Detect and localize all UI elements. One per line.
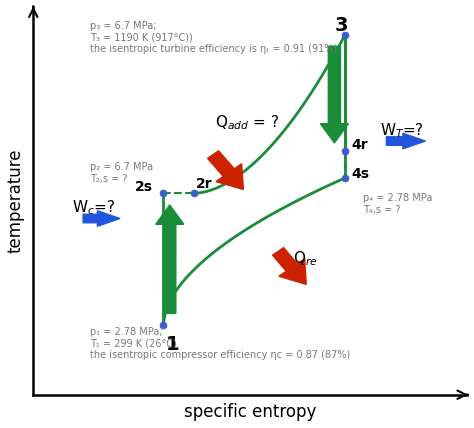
Y-axis label: temperature: temperature bbox=[7, 149, 25, 253]
Text: 2s: 2s bbox=[135, 180, 153, 194]
FancyArrow shape bbox=[155, 205, 184, 313]
Text: 2r: 2r bbox=[196, 176, 212, 190]
Text: p₃ = 6.7 MPa;
T₃ = 1190 K (917°C))
the isentropic turbine efficiency is ηₜ = 0.9: p₃ = 6.7 MPa; T₃ = 1190 K (917°C)) the i… bbox=[90, 21, 337, 54]
Text: p₄ = 2.78 MPa
T₄,s = ?: p₄ = 2.78 MPa T₄,s = ? bbox=[363, 193, 432, 215]
X-axis label: specific entropy: specific entropy bbox=[184, 403, 316, 421]
FancyArrow shape bbox=[83, 211, 120, 226]
Text: W$_c$=?: W$_c$=? bbox=[72, 199, 116, 217]
Text: W$_T$=?: W$_T$=? bbox=[380, 121, 424, 140]
FancyArrow shape bbox=[320, 46, 348, 143]
Text: 3: 3 bbox=[334, 16, 348, 35]
Text: 1: 1 bbox=[165, 335, 179, 354]
Text: p₂ = 6.7 MPa
T₂,s = ?: p₂ = 6.7 MPa T₂,s = ? bbox=[90, 162, 153, 184]
FancyArrow shape bbox=[273, 248, 306, 284]
Text: 4s: 4s bbox=[352, 167, 370, 181]
Text: Q$_{re}$: Q$_{re}$ bbox=[293, 249, 318, 268]
Text: 4r: 4r bbox=[352, 138, 368, 152]
FancyArrow shape bbox=[386, 133, 425, 149]
Text: Q$_{add}$ = ?: Q$_{add}$ = ? bbox=[215, 113, 279, 132]
FancyArrow shape bbox=[208, 151, 244, 190]
Text: p₁ = 2.78 MPa;
T₁ = 299 K (26°C)
the isentropic compressor efficiency ηᴄ = 0.87 : p₁ = 2.78 MPa; T₁ = 299 K (26°C) the ise… bbox=[90, 327, 350, 360]
